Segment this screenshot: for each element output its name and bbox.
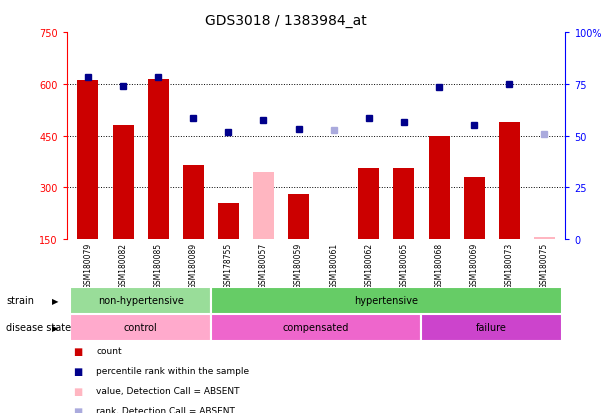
Text: value, Detection Call = ABSENT: value, Detection Call = ABSENT [96, 386, 240, 395]
Bar [71, 287, 211, 314]
Text: ■: ■ [73, 406, 82, 413]
Bar [183, 166, 204, 240]
Bar [421, 314, 562, 341]
Text: GSM180061: GSM180061 [329, 242, 338, 288]
Bar [464, 178, 485, 240]
Text: control: control [124, 322, 157, 332]
Text: GDS3018 / 1383984_at: GDS3018 / 1383984_at [205, 14, 367, 28]
Bar [534, 238, 555, 240]
Text: GSM180059: GSM180059 [294, 242, 303, 288]
Bar [218, 204, 239, 240]
Text: ■: ■ [73, 346, 82, 356]
Text: GSM180068: GSM180068 [435, 242, 444, 288]
Bar [112, 126, 134, 240]
Bar [499, 123, 520, 240]
Bar [77, 81, 98, 240]
Bar [71, 314, 211, 341]
Text: GSM180057: GSM180057 [259, 242, 268, 288]
Text: GSM180069: GSM180069 [469, 242, 478, 288]
Bar [148, 79, 168, 240]
Text: GSM180082: GSM180082 [119, 242, 128, 288]
Text: non-hypertensive: non-hypertensive [98, 295, 184, 306]
Bar [253, 173, 274, 240]
Text: GSM178755: GSM178755 [224, 242, 233, 288]
Text: ■: ■ [73, 386, 82, 396]
Text: GSM180073: GSM180073 [505, 242, 514, 288]
Text: GSM180085: GSM180085 [154, 242, 163, 288]
Text: rank, Detection Call = ABSENT: rank, Detection Call = ABSENT [96, 406, 235, 413]
Text: GSM180079: GSM180079 [83, 242, 92, 288]
Bar [429, 136, 449, 240]
Bar [358, 169, 379, 240]
Bar [211, 287, 562, 314]
Text: ▶: ▶ [52, 296, 58, 305]
Text: ▶: ▶ [52, 323, 58, 332]
Text: strain: strain [6, 295, 34, 306]
Text: GSM180089: GSM180089 [188, 242, 198, 288]
Text: GSM180065: GSM180065 [399, 242, 409, 288]
Text: GSM180075: GSM180075 [540, 242, 549, 288]
Text: GSM180062: GSM180062 [364, 242, 373, 288]
Bar [288, 195, 309, 240]
Text: count: count [96, 347, 122, 356]
Text: percentile rank within the sample: percentile rank within the sample [96, 366, 249, 375]
Text: compensated: compensated [283, 322, 350, 332]
Text: ■: ■ [73, 366, 82, 376]
Bar [393, 169, 415, 240]
Text: hypertensive: hypertensive [354, 295, 418, 306]
Text: failure: failure [476, 322, 507, 332]
Bar [211, 314, 421, 341]
Text: disease state: disease state [6, 322, 71, 332]
Bar [323, 240, 344, 247]
